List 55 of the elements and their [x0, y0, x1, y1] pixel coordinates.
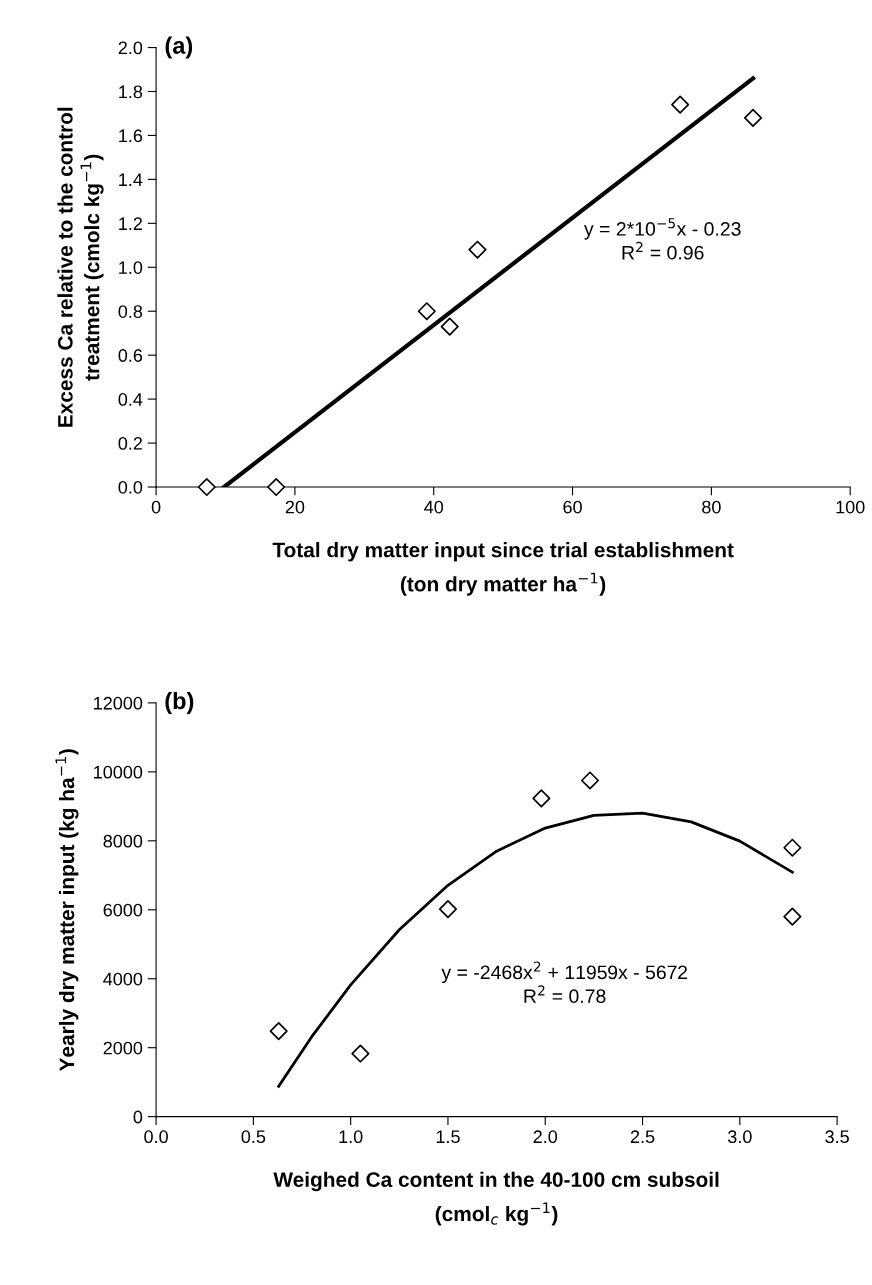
- x-tick-label: 100: [836, 500, 865, 514]
- y-tick-label: 1.6: [119, 129, 143, 143]
- annotation: y = -2468x$^{2}$ + 11959x - 5672 R$^{2}$ = 0.78: [441, 961, 687, 1004]
- y-tick-label: 0.0: [118, 480, 143, 494]
- x-tick-label: 1.0: [339, 1130, 363, 1144]
- y-tick-label: 2.0: [118, 41, 143, 55]
- y-tick-label: 6000: [103, 903, 143, 917]
- y-axis-title: Excess Ca relative to the control treatment (cmolc kg$^{−1}$): [57, 107, 104, 427]
- x-tick-label: 3.0: [727, 1130, 752, 1144]
- point: [197, 477, 216, 497]
- y-tick-label: 1.4: [119, 173, 143, 186]
- y-tick-label: 1.0: [119, 261, 143, 274]
- point: [351, 1044, 370, 1063]
- x-tick-label: 3.5: [825, 1130, 849, 1144]
- point: [743, 108, 763, 127]
- x-tick-label: 80: [702, 500, 721, 514]
- x-tick-label: 2.0: [533, 1130, 558, 1144]
- x-tick-label: 1.5: [436, 1130, 460, 1144]
- x-axis-title: Total dry matter input since trial establishment (ton dry matter ha$^{−1}$): [272, 542, 734, 596]
- y-tick-label: 4000: [103, 972, 143, 986]
- point: [783, 838, 802, 857]
- x-tick-label: 40: [424, 500, 444, 514]
- x-tick-label: 60: [563, 500, 582, 514]
- y-tick-label: 0.4: [118, 393, 143, 406]
- point: [468, 240, 487, 259]
- y-tick-label: 0.8: [118, 305, 143, 318]
- y-tick-label: 2000: [103, 1041, 143, 1055]
- line-series: [277, 811, 794, 1088]
- point: [671, 95, 690, 114]
- y-axis-title: Yearly dry matter input (kg ha$^{−1}$): [55, 749, 79, 1072]
- chart-title: (a): [165, 36, 193, 59]
- point: [267, 477, 286, 497]
- x-axis-title: Weighed Ca content in the 40-100 cm subsoil (cmol$_{c}$ kg$^{−1}$): [273, 1171, 719, 1226]
- point: [783, 907, 802, 926]
- chart-title: (b): [165, 691, 194, 714]
- x-tick-label: 2.5: [630, 1130, 655, 1144]
- y-tick-label: 0: [133, 1110, 143, 1124]
- point: [532, 789, 551, 808]
- y-tick-label: 1.8: [119, 85, 143, 99]
- point: [438, 900, 458, 919]
- text: y = 2*10$^{−5}$x - 0.23 R$^{2}$ = 0.96: [583, 218, 741, 260]
- point: [580, 771, 600, 790]
- y-tick-label: 8000: [103, 834, 143, 848]
- x-tick-label: 20: [285, 500, 305, 514]
- point: [440, 317, 459, 336]
- point: [269, 1022, 288, 1041]
- y-tick-label: 12000: [94, 696, 143, 710]
- point: [417, 302, 436, 321]
- y-tick-label: 10000: [94, 765, 143, 779]
- x-tick-label: 0.5: [241, 1130, 266, 1144]
- x-tick-label: 0: [151, 500, 161, 514]
- y-tick-label: 1.2: [119, 217, 142, 230]
- x-tick-label: 0.0: [144, 1130, 168, 1144]
- y-tick-label: 0.6: [118, 349, 143, 362]
- y-tick-label: 0.2: [118, 437, 142, 450]
